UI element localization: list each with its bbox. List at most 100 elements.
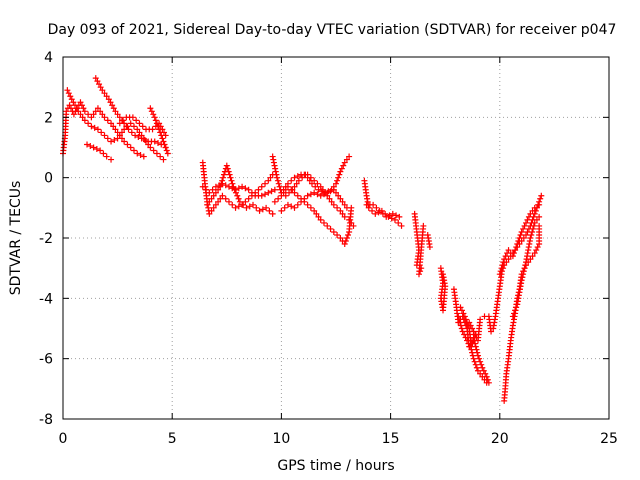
data-point xyxy=(128,129,135,136)
data-series-track-4 xyxy=(84,141,115,163)
data-point xyxy=(203,186,210,193)
y-tick-label: 2 xyxy=(44,110,53,126)
data-point xyxy=(78,102,85,109)
data-point xyxy=(125,126,132,133)
data-point xyxy=(282,186,289,193)
y-tick-labels: -8 -6 -4 -2 0 2 4 xyxy=(39,50,53,428)
data-point xyxy=(525,213,532,220)
data-point xyxy=(379,210,386,217)
data-point xyxy=(88,123,95,130)
data-point xyxy=(258,192,265,199)
data-point xyxy=(520,225,527,232)
data-point xyxy=(477,370,484,377)
data-point xyxy=(315,186,322,193)
data-point xyxy=(94,105,101,112)
data-point xyxy=(149,126,156,133)
data-point xyxy=(499,262,506,269)
data-point xyxy=(127,144,134,151)
data-point xyxy=(518,277,525,284)
data-point xyxy=(108,120,115,127)
data-point xyxy=(478,361,485,368)
data-point xyxy=(229,201,236,208)
data-point xyxy=(469,352,476,359)
data-point xyxy=(524,216,531,223)
data-series-track-6 xyxy=(147,105,171,157)
data-point xyxy=(220,171,227,178)
data-point xyxy=(97,108,104,115)
data-point xyxy=(365,204,372,211)
data-point xyxy=(92,75,99,82)
data-point xyxy=(137,152,144,159)
data-point xyxy=(474,352,481,359)
data-point xyxy=(265,177,272,184)
data-point xyxy=(270,159,277,166)
data-point xyxy=(81,117,88,124)
data-point xyxy=(472,331,479,338)
data-point xyxy=(225,168,232,175)
data-point xyxy=(134,150,141,157)
data-point xyxy=(512,247,519,254)
data-point xyxy=(66,102,73,109)
data-point xyxy=(84,141,91,148)
data-point xyxy=(536,222,543,229)
data-point xyxy=(464,319,471,326)
data-point xyxy=(516,235,523,241)
data-point xyxy=(291,189,298,196)
data-point xyxy=(459,328,466,335)
data-point xyxy=(141,136,148,143)
data-point xyxy=(116,114,123,121)
data-point xyxy=(291,183,298,190)
data-point xyxy=(114,111,121,118)
data-point xyxy=(130,123,137,130)
data-point xyxy=(209,186,216,193)
data-point xyxy=(517,231,524,238)
data-point xyxy=(105,96,112,103)
data-point xyxy=(531,219,538,226)
data-point xyxy=(341,159,348,166)
data-series-track-1 xyxy=(60,99,147,160)
y-tick-label: -8 xyxy=(39,412,53,428)
data-point xyxy=(72,102,79,109)
data-point xyxy=(341,201,348,208)
data-point xyxy=(369,207,376,214)
data-point xyxy=(470,355,477,362)
data-point xyxy=(501,256,508,263)
data-point xyxy=(529,228,536,235)
data-point xyxy=(217,195,224,202)
data-point xyxy=(273,171,280,178)
data-point xyxy=(531,204,538,211)
data-point xyxy=(343,235,350,241)
data-point xyxy=(488,328,495,335)
data-point xyxy=(136,120,143,127)
data-point xyxy=(159,135,166,142)
data-point xyxy=(258,183,265,190)
data-point xyxy=(304,174,311,181)
data-point xyxy=(94,126,101,133)
data-point xyxy=(520,271,527,278)
data-series-track-24 xyxy=(490,192,545,332)
data-point xyxy=(116,120,123,127)
data-point xyxy=(536,201,543,208)
data-point xyxy=(224,165,231,172)
data-point xyxy=(210,192,217,199)
data-point xyxy=(510,250,517,257)
data-point xyxy=(104,117,111,124)
data-point xyxy=(147,144,154,151)
data-point xyxy=(248,189,255,196)
data-point xyxy=(505,247,512,254)
data-point xyxy=(232,204,239,211)
data-point xyxy=(269,210,276,217)
data-point xyxy=(339,198,346,205)
data-point xyxy=(164,150,171,157)
y-tick-label: 0 xyxy=(44,171,53,187)
y-tick-label: -2 xyxy=(39,231,53,247)
data-point xyxy=(212,189,219,196)
data-point xyxy=(242,198,249,205)
data-point xyxy=(320,219,327,226)
data-point xyxy=(262,191,269,198)
data-point xyxy=(274,177,281,184)
data-point xyxy=(81,108,88,115)
data-point xyxy=(140,153,147,160)
data-point xyxy=(474,349,481,356)
data-point xyxy=(220,174,227,181)
